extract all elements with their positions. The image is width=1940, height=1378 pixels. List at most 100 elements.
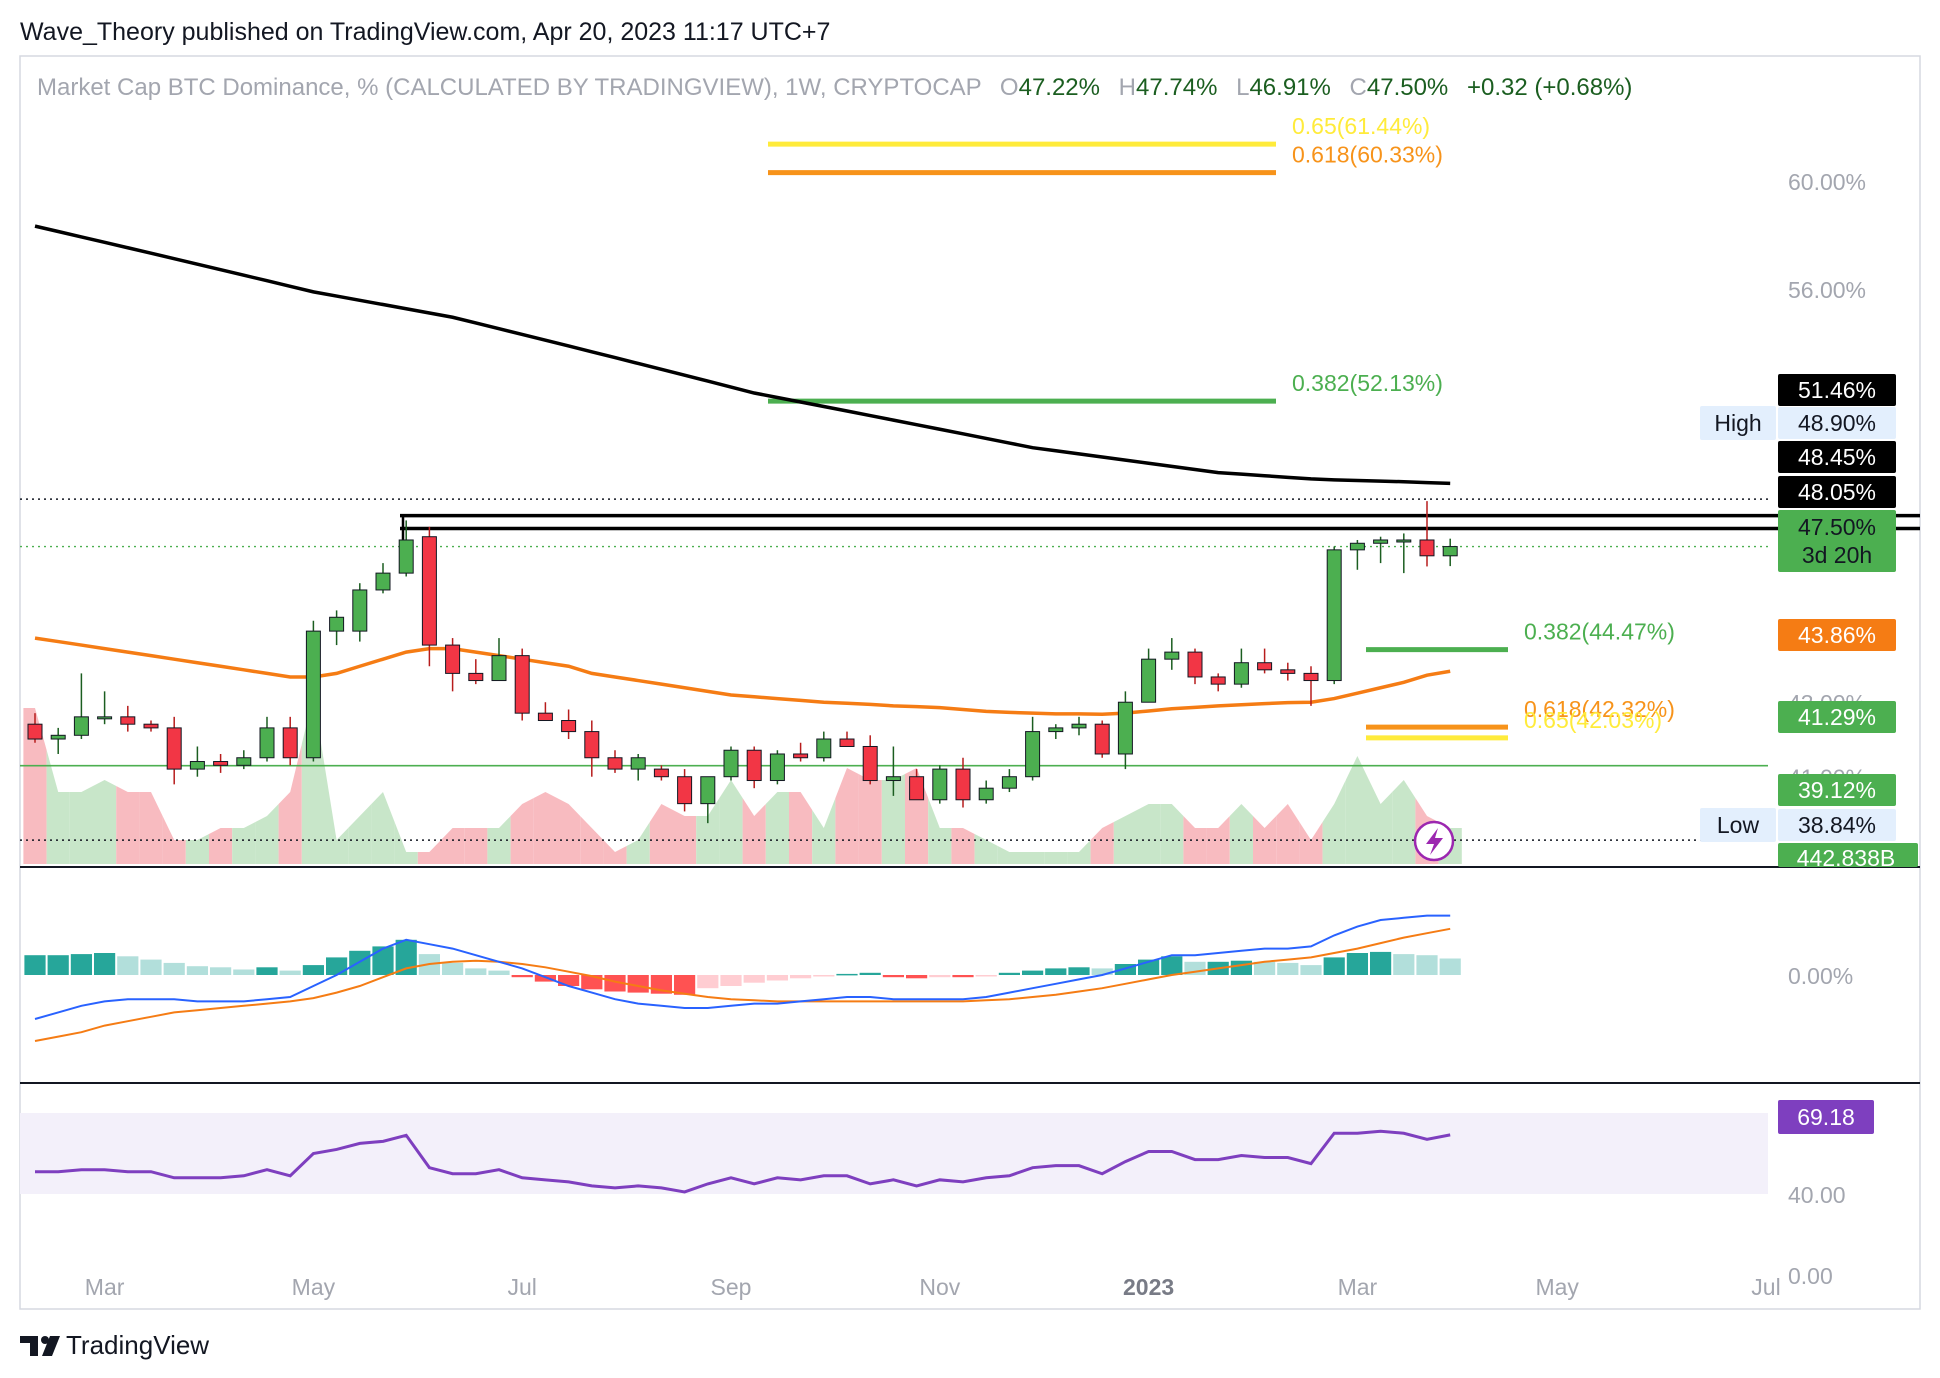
volume-bar: [93, 780, 117, 864]
tradingview-brand: TradingView: [66, 1330, 209, 1360]
volume-bar: [1345, 756, 1369, 864]
axis-top-mask: [1770, 57, 1918, 91]
volume-bar: [812, 798, 836, 864]
candle-body: [1326, 549, 1342, 682]
macd-histogram-bar: [1277, 962, 1299, 975]
price-tags: 51.46% High 48.90% 48.45% 48.05% 47.50%3d 20h…: [1700, 374, 1918, 1134]
volume-bar: [46, 750, 70, 864]
volume-bar: [394, 822, 418, 864]
support-tag-bg: [1778, 701, 1896, 733]
volume-bar: [139, 792, 163, 864]
macd-histogram-bar: [1022, 970, 1044, 975]
volume-bar: [23, 708, 47, 864]
macd-histogram-bar: [1393, 954, 1415, 975]
volume-bar: [232, 822, 256, 864]
time-tick-label: Mar: [1338, 1274, 1378, 1300]
legend-c-label: C: [1350, 74, 1367, 101]
macd-histogram-bar: [465, 968, 487, 975]
volume-bar: [1299, 822, 1323, 864]
volume-bar: [116, 786, 140, 864]
support2-tag-bg: [1778, 774, 1896, 806]
macd-histogram-bar: [488, 970, 510, 975]
time-tick-label: Jul: [507, 1274, 536, 1300]
macd-histogram-bar: [558, 975, 580, 986]
volume-bar: [1392, 780, 1416, 864]
volume-bar: [858, 774, 882, 864]
macd-histogram-bar: [1323, 957, 1345, 975]
candle-body: [27, 723, 43, 740]
rsi-tick-label: 40.00: [1788, 1182, 1846, 1208]
lightning-icon[interactable]: [1413, 820, 1455, 862]
candle-body: [793, 753, 809, 759]
candle-body: [189, 761, 205, 770]
volume-bar: [1206, 816, 1230, 864]
volume-bar: [1276, 804, 1300, 864]
macd-histogram-bar: [1254, 961, 1276, 975]
ma50-line: [34, 636, 1451, 717]
time-tick-label: Sep: [711, 1274, 752, 1300]
macd-histogram-bar: [534, 975, 556, 982]
macd-histogram-bar: [906, 975, 928, 979]
volume-bar: [557, 798, 581, 864]
macd-histogram-bar: [256, 967, 278, 975]
candle-body: [213, 761, 229, 766]
candle-body: [1419, 539, 1435, 557]
time-tick-label: May: [292, 1274, 336, 1300]
candle-body: [630, 757, 646, 770]
macd-histogram-bar: [743, 975, 765, 983]
macd-histogram-bar: [929, 975, 951, 978]
candle-body: [1164, 651, 1180, 660]
fib-level-label: 0.65(42.03%): [1524, 707, 1662, 733]
volume-bar: [997, 846, 1021, 864]
macd-histogram-bar: [1091, 968, 1113, 975]
macd-histogram-bar: [975, 975, 997, 977]
fibonacci-levels: 0.65(61.44%) 0.618(60.33%) 0.382(52.13%) 0.…: [768, 113, 1675, 741]
macd-histogram-bar: [697, 975, 719, 989]
volume-area: [23, 696, 1462, 864]
volume-bar: [209, 828, 233, 864]
candle-body: [607, 757, 623, 770]
volume-bar: [185, 834, 209, 864]
low-label: Low: [1717, 812, 1760, 838]
candle-body: [491, 655, 507, 682]
price-tick-label: 60.00%: [1788, 169, 1866, 195]
macd-histogram-bar: [186, 966, 208, 975]
candle-body: [468, 672, 484, 682]
volume-bar: [1021, 852, 1045, 864]
volume-bar: [441, 828, 465, 864]
moving-averages: [34, 224, 1451, 717]
legend-line: Market Cap BTC Dominance, % (CALCULATED …: [37, 74, 1632, 101]
macd-pane: [24, 914, 1461, 1042]
candle-body: [73, 716, 89, 736]
volume-bar: [255, 804, 279, 864]
volume-bar: [719, 780, 743, 864]
volume-bar: [1044, 852, 1068, 864]
res-upper-tag-bg: [1778, 441, 1896, 473]
volume-bar: [1067, 840, 1091, 864]
fib-level-label: 0.65(61.44%): [1292, 113, 1430, 139]
macd-histogram-bar: [720, 975, 742, 986]
volume-bar: [162, 816, 186, 864]
res-lower-tag-bg: [1778, 476, 1896, 508]
rsi-pane: [20, 1113, 1768, 1194]
volume-bar: [1369, 780, 1393, 864]
volume-bar: [510, 798, 534, 864]
candle-body: [514, 655, 530, 714]
candle-body: [653, 768, 669, 778]
volume-bar: [417, 840, 441, 864]
rsi-tag-bg: [1778, 1100, 1874, 1134]
support2-tag: 39.12%: [1798, 777, 1876, 803]
ma50-tag: 43.86%: [1798, 622, 1876, 648]
candle-body: [445, 644, 461, 674]
volume-bar: [464, 828, 488, 864]
macd-histogram-bar: [233, 969, 255, 975]
legend-o-label: O: [1000, 74, 1019, 101]
candle-body: [1187, 651, 1203, 678]
volume-bar: [371, 792, 395, 864]
volume-bar: [626, 822, 650, 864]
candle-body: [166, 727, 182, 770]
candle-body: [700, 776, 716, 805]
macd-histogram-bar: [94, 953, 116, 975]
macd-histogram-bar: [117, 956, 139, 975]
